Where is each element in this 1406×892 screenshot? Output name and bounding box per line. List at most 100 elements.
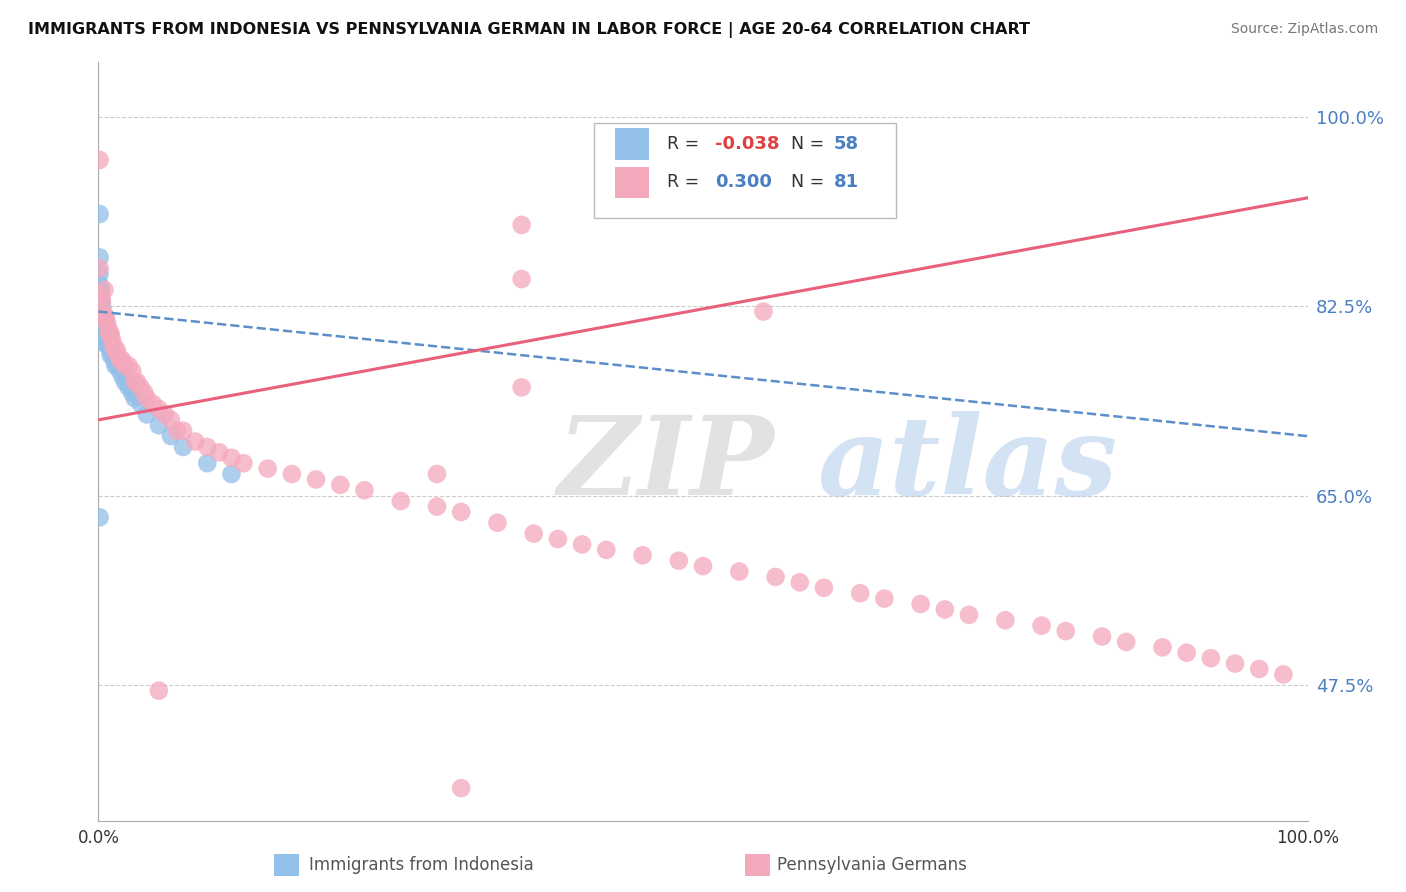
Point [94, 332, 117, 346]
Point [184, 434, 207, 449]
Point [221, 467, 243, 481]
Point [631, 548, 654, 563]
Text: IMMIGRANTS FROM INDONESIA VS PENNSYLVANIA GERMAN IN LABOR FORCE | AGE 20-64 CORR: IMMIGRANTS FROM INDONESIA VS PENNSYLVANI… [28, 22, 1031, 38]
Point [105, 343, 128, 357]
Point [93, 310, 115, 324]
Point [91, 310, 114, 324]
Point [111, 369, 134, 384]
Point [100, 343, 122, 357]
Point [134, 385, 156, 400]
Point [1272, 667, 1295, 681]
Point [668, 554, 690, 568]
Point [97, 337, 120, 351]
Point [100, 348, 122, 362]
Point [107, 359, 129, 373]
Point [1091, 630, 1114, 644]
Point [89, 267, 111, 281]
Point [510, 272, 533, 286]
Point [94, 320, 117, 334]
Point [93, 320, 115, 334]
Point [91, 310, 114, 324]
Point [934, 602, 956, 616]
Point [873, 591, 896, 606]
Point [389, 494, 412, 508]
Point [450, 781, 472, 796]
Point [426, 500, 449, 514]
Point [221, 450, 243, 465]
Point [114, 375, 136, 389]
Point [101, 343, 124, 357]
Point [107, 348, 129, 362]
Point [166, 424, 188, 438]
Text: ZIP: ZIP [558, 410, 775, 518]
Point [1249, 662, 1271, 676]
Point [426, 467, 449, 481]
Point [94, 310, 117, 324]
Point [148, 683, 170, 698]
Point [1054, 624, 1077, 639]
Point [93, 315, 115, 329]
Point [89, 153, 111, 167]
FancyBboxPatch shape [614, 128, 648, 160]
Point [523, 526, 546, 541]
Point [97, 320, 120, 334]
Point [91, 320, 114, 334]
Point [329, 478, 352, 492]
Point [89, 207, 111, 221]
Point [571, 537, 593, 551]
Point [93, 326, 115, 341]
Text: R =: R = [666, 173, 704, 192]
Point [752, 304, 775, 318]
Point [994, 613, 1017, 627]
Point [91, 293, 114, 308]
Point [98, 337, 121, 351]
FancyBboxPatch shape [595, 123, 897, 218]
Point [910, 597, 932, 611]
Point [1223, 657, 1246, 671]
Point [101, 348, 124, 362]
Point [172, 440, 194, 454]
Point [93, 332, 115, 346]
Point [108, 353, 131, 368]
Point [98, 326, 121, 341]
Point [353, 483, 375, 498]
Point [111, 353, 134, 368]
Point [96, 326, 118, 341]
Point [94, 337, 117, 351]
Point [100, 332, 122, 346]
Point [121, 364, 143, 378]
Point [108, 364, 131, 378]
Point [91, 320, 114, 334]
Point [450, 505, 472, 519]
Point [1199, 651, 1222, 665]
Point [91, 299, 114, 313]
Point [148, 402, 170, 417]
Point [195, 440, 218, 454]
Point [127, 375, 149, 389]
Point [104, 359, 127, 373]
Point [510, 218, 533, 232]
Point [172, 424, 194, 438]
Text: N =: N = [792, 173, 830, 192]
Point [728, 565, 751, 579]
Point [160, 429, 183, 443]
Point [510, 380, 533, 394]
Point [135, 408, 157, 422]
Point [148, 418, 170, 433]
Point [91, 326, 114, 341]
Point [124, 391, 146, 405]
Point [129, 396, 152, 410]
Point [486, 516, 509, 530]
Point [1115, 635, 1137, 649]
Text: Pennsylvania Germans: Pennsylvania Germans [776, 856, 967, 874]
Point [281, 467, 304, 481]
Point [114, 359, 136, 373]
Point [96, 315, 118, 329]
Point [101, 337, 124, 351]
Point [91, 315, 114, 329]
Point [89, 261, 111, 276]
Point [195, 456, 218, 470]
Point [89, 277, 111, 292]
Text: -0.038: -0.038 [716, 135, 779, 153]
Point [153, 408, 176, 422]
